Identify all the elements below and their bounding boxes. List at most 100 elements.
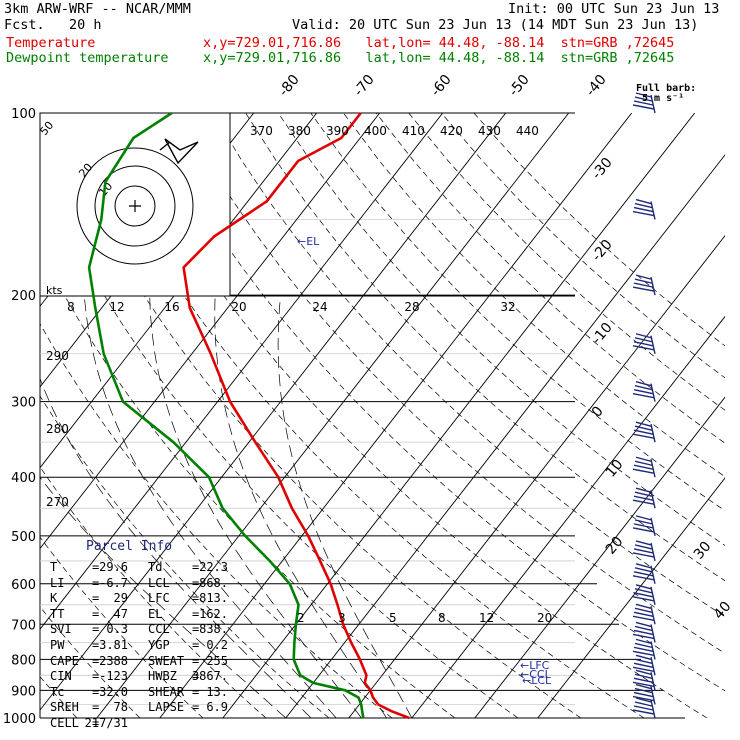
parcel-key: SREH bbox=[50, 700, 79, 715]
wind-barb-flag bbox=[632, 345, 655, 351]
forecast-hour: Fcst. 20 h bbox=[4, 17, 102, 33]
barb-legend-line2: 5 m s⁻¹ bbox=[642, 93, 685, 104]
moist-adiabat bbox=[149, 295, 362, 718]
parcel-eq: = bbox=[192, 622, 200, 637]
hodograph-center bbox=[129, 200, 141, 212]
hodograph-tick: 24 bbox=[312, 300, 327, 314]
parcel-eq: = bbox=[92, 591, 100, 606]
wind-barb-flag bbox=[632, 575, 655, 581]
wind-barb-flag bbox=[634, 687, 653, 694]
wind-barb-flag bbox=[635, 697, 652, 703]
wind-barb-flag bbox=[634, 460, 653, 466]
isotherm-line bbox=[411, 315, 725, 718]
pressure-tick-label: 700 bbox=[11, 618, 36, 633]
wind-barb-flag bbox=[633, 705, 654, 711]
parcel-value: 162. bbox=[199, 606, 228, 621]
level-label: ←EL bbox=[297, 235, 320, 248]
isotherm-label: 30 bbox=[691, 539, 715, 563]
wind-barb-flag bbox=[635, 333, 652, 339]
dry-adiabat-label: 290 bbox=[46, 349, 69, 363]
isotherm-label: 10 bbox=[603, 457, 627, 481]
mixing-ratio-label: 20 bbox=[537, 611, 552, 625]
dry-adiabat bbox=[40, 395, 330, 718]
parcel-value: 13. bbox=[206, 684, 228, 699]
isotherm-label: -50 bbox=[506, 72, 533, 100]
wind-barb bbox=[650, 383, 656, 402]
parcel-key: LI bbox=[50, 575, 65, 590]
parcel-eq: = bbox=[192, 684, 200, 699]
wind-barb bbox=[650, 335, 656, 354]
parcel-eq: = bbox=[92, 560, 100, 574]
parcel-key: CIN bbox=[50, 669, 72, 684]
isotherm-line bbox=[537, 477, 725, 718]
dry-adiabat bbox=[310, 113, 725, 512]
hodograph-tick: 28 bbox=[404, 300, 419, 314]
wind-barb bbox=[650, 517, 656, 537]
wind-barb-flag bbox=[632, 709, 655, 715]
wind-barb bbox=[650, 565, 656, 584]
parcel-value: 6.9 bbox=[206, 700, 228, 715]
isotherm-label: -70 bbox=[351, 72, 378, 100]
wind-barb-flag bbox=[632, 210, 655, 217]
wind-barb-flag bbox=[635, 198, 652, 205]
wind-barb-flag bbox=[632, 666, 655, 672]
wind-barb-flag bbox=[634, 625, 653, 632]
parcel-value: 29.6 bbox=[99, 560, 128, 574]
wind-barb-flag bbox=[632, 615, 655, 621]
wind-barb-flag bbox=[634, 491, 653, 497]
dry-adiabat bbox=[245, 113, 725, 582]
dry-adiabat bbox=[375, 113, 725, 444]
dry-adiabat bbox=[180, 113, 725, 654]
wind-barb-flag bbox=[633, 662, 654, 668]
theta-label: 400 bbox=[364, 124, 387, 138]
mixing-ratio-label: 8 bbox=[438, 611, 446, 625]
parcel-value: 3867. bbox=[191, 669, 228, 684]
parcel-eq: = bbox=[92, 716, 100, 730]
dry-adiabat bbox=[82, 113, 645, 718]
dry-adiabat bbox=[40, 466, 267, 718]
parcel-value: 255 bbox=[206, 653, 228, 668]
wind-barb-flag bbox=[635, 456, 652, 462]
isotherm-line bbox=[285, 154, 725, 718]
dry-adiabat bbox=[212, 113, 725, 618]
wind-barb-flag bbox=[634, 588, 653, 594]
wind-barb bbox=[650, 699, 656, 719]
wind-barb bbox=[650, 586, 656, 605]
wind-barb-flag bbox=[633, 677, 654, 684]
parcel-key: K bbox=[50, 591, 58, 606]
wind-barb-flag bbox=[634, 673, 653, 679]
dry-adiabat bbox=[40, 323, 393, 718]
wind-barb-flag bbox=[633, 206, 654, 213]
valid-time: Valid: 20 UTC Sun 23 Jun 13 (14 MDT Sun … bbox=[292, 17, 699, 33]
wind-barb bbox=[650, 686, 656, 705]
wind-barb-flag bbox=[634, 658, 653, 664]
wind-barbs bbox=[632, 92, 656, 719]
wind-barb bbox=[650, 459, 656, 478]
pressure-tick-label: 600 bbox=[11, 578, 36, 593]
wind-barb-flag bbox=[633, 646, 654, 653]
wind-barb-flag bbox=[633, 464, 654, 470]
parcel-eq: = bbox=[192, 591, 200, 606]
wind-barb-flag bbox=[635, 584, 652, 590]
parcel-key: SVI bbox=[50, 622, 72, 637]
wind-barb-flag bbox=[634, 567, 653, 573]
pressure-tick-label: 200 bbox=[11, 289, 36, 304]
parcel-key: Tc bbox=[50, 684, 65, 699]
wind-barb-flag bbox=[635, 421, 652, 427]
wind-barb-flag bbox=[635, 515, 652, 521]
wind-barb bbox=[650, 624, 656, 643]
parcel-eq: = bbox=[92, 622, 100, 637]
wind-barb bbox=[650, 542, 656, 562]
wind-barb-flag bbox=[635, 669, 652, 675]
wind-barb-flag bbox=[634, 544, 653, 550]
wind-barb-flag bbox=[633, 388, 654, 395]
dry-adiabat bbox=[473, 113, 725, 347]
isotherm-label: -40 bbox=[583, 72, 610, 100]
parcel-eq: = bbox=[192, 575, 200, 590]
level-label: ←LFC bbox=[520, 659, 550, 672]
wind-barb-flag bbox=[635, 380, 652, 387]
parcel-value: -123 bbox=[99, 669, 128, 684]
wind-barb bbox=[650, 490, 656, 509]
temperature-line bbox=[182, 112, 410, 720]
